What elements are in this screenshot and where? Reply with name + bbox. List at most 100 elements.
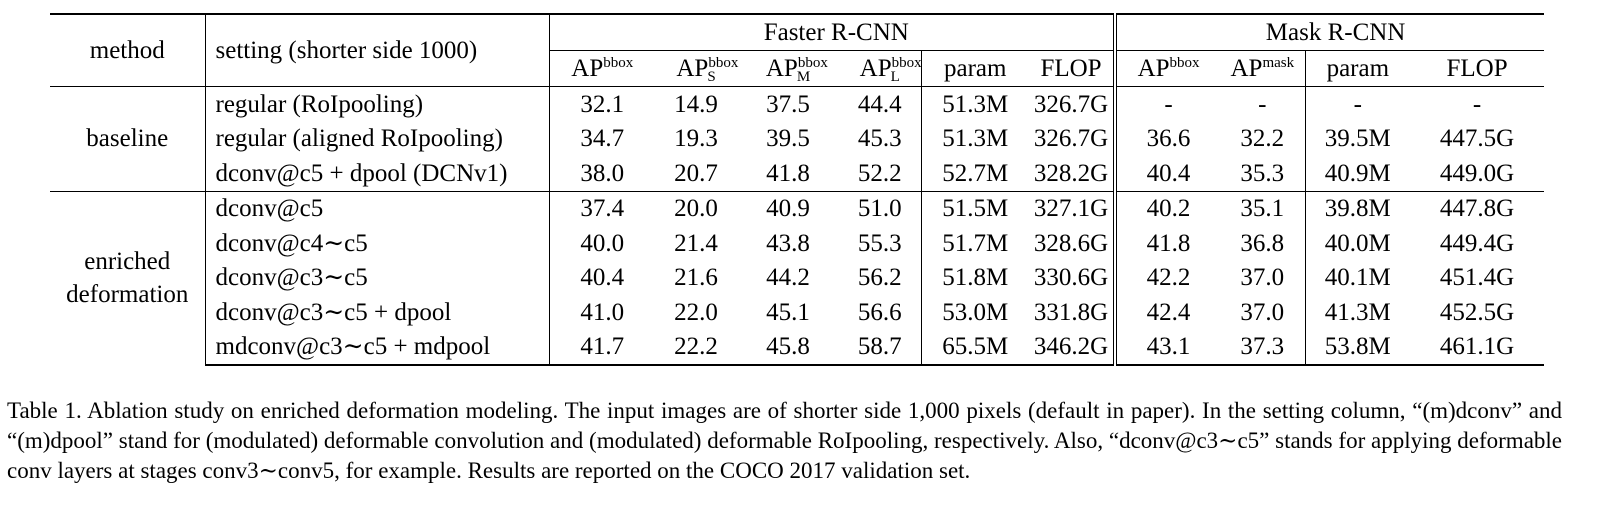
- cell: 42.2: [1113, 260, 1211, 295]
- cell: 22.0: [674, 298, 718, 326]
- cell: 51.7M: [920, 226, 1019, 261]
- cell: -: [1400, 86, 1545, 122]
- cell: 65.5M: [920, 329, 1019, 366]
- cell: 20.0: [645, 190, 737, 226]
- cell: 461.1G: [1400, 329, 1545, 366]
- cell: 41.8: [1113, 226, 1211, 261]
- cell: 38.0: [548, 156, 645, 191]
- table-caption: Table 1. Ablation study on enriched defo…: [7, 398, 1562, 483]
- cell: 45.3: [857, 125, 902, 153]
- cell: 41.0: [548, 295, 645, 330]
- row-setting: dconv@c3∼c5: [204, 260, 549, 295]
- header-row-1: method setting (shorter side 1000) Faste…: [50, 13, 1545, 87]
- cell: 43.1: [1113, 329, 1211, 366]
- cell: 51.3M: [920, 121, 1019, 156]
- cell: 32.2: [1240, 125, 1285, 153]
- mask-flop-header: FLOP: [1446, 55, 1508, 82]
- cell: -: [1210, 86, 1306, 122]
- cell: 41.3M: [1304, 295, 1401, 330]
- cell: 34.7: [548, 121, 645, 156]
- cell: 45.1: [766, 298, 810, 326]
- cell: 40.9: [737, 190, 829, 226]
- table-row: enriched deformation dconv@c5 37.4 20.0 4…: [50, 190, 1545, 365]
- cell: 40.2: [1113, 190, 1211, 226]
- table-row: dconv@c5 + dpool (DCNv1) 38.0 20.7 41.8 …: [50, 156, 1544, 191]
- cell: 327.1G: [1019, 190, 1116, 226]
- cell: 39.5M: [1304, 121, 1401, 156]
- table-row: dconv@c3∼c5 40.4 21.6 44.2 56.2 51.8M 33…: [50, 260, 1544, 295]
- cell: 32.1: [548, 86, 645, 122]
- cell: 35.1: [1210, 190, 1306, 226]
- cell: 330.6G: [1033, 264, 1109, 292]
- ap-small-header: APbboxS: [676, 55, 739, 85]
- cell: 36.6: [1113, 121, 1211, 156]
- cell: 51.0: [829, 190, 921, 226]
- row-setting: dconv@c5: [204, 190, 549, 226]
- cell: 51.3M: [920, 86, 1019, 122]
- faster-param-header: param: [920, 50, 1019, 87]
- row-setting: mdconv@c3∼c5 + mdpool: [204, 329, 549, 366]
- cell: 37.4: [548, 190, 645, 226]
- ap-medium-header: APbboxM: [765, 55, 828, 85]
- cell: 52.2: [857, 159, 902, 187]
- cell: 52.7M: [920, 156, 1019, 191]
- table-row: baseline regular (RoIpooling) 32.1 14.9 …: [50, 86, 1545, 191]
- cell: 37.3: [1210, 329, 1306, 366]
- cell: 53.0M: [920, 295, 1019, 330]
- cell: 40.9M: [1304, 156, 1401, 191]
- cell: 45.8: [737, 329, 829, 366]
- cell: 55.3: [857, 229, 902, 257]
- cell: 53.8M: [1304, 329, 1401, 366]
- cell: 21.4: [674, 229, 718, 257]
- cell: 43.8: [766, 229, 810, 257]
- cell: 40.1M: [1304, 260, 1401, 295]
- table-row: mdconv@c3∼c5 + mdpool 41.7 22.2 45.8 58.…: [50, 329, 1545, 366]
- header-row-2: APbbox APbboxS APbboxM APbboxL param FLO…: [50, 50, 1544, 87]
- table-row: dconv@c3∼c5 + dpool 41.0 22.0 45.1 56.6 …: [50, 295, 1544, 330]
- table-row: dconv@c4∼c5 40.0 21.4 43.8 55.3 51.7M 32…: [50, 226, 1544, 261]
- mask-rcnn-header: Mask R-CNN: [1113, 13, 1545, 51]
- cell: 36.8: [1240, 229, 1285, 257]
- cell: 19.3: [674, 125, 718, 153]
- ablation-table: method setting (shorter side 1000) Faste…: [50, 13, 1545, 366]
- ap-bbox-header: APbbox: [548, 50, 645, 87]
- cell: 449.0G: [1439, 159, 1515, 187]
- cell: 58.7: [829, 329, 921, 366]
- cell: 40.4: [1113, 156, 1211, 191]
- cell: 51.5M: [920, 190, 1019, 226]
- cell: 447.5G: [1439, 125, 1515, 153]
- cell: -: [1113, 86, 1211, 122]
- results-table-container: method setting (shorter side 1000) Faste…: [50, 13, 1545, 366]
- cell: 22.2: [645, 329, 737, 366]
- cell: 40.0: [548, 226, 645, 261]
- cell: 56.6: [857, 298, 902, 326]
- cell: 41.8: [766, 159, 810, 187]
- mask-ap-bbox-header: APbbox: [1113, 50, 1211, 87]
- cell: -: [1304, 86, 1401, 122]
- row-setting: dconv@c4∼c5: [204, 226, 549, 261]
- row-setting: dconv@c5 + dpool (DCNv1): [204, 156, 549, 191]
- table-row: regular (aligned RoIpooling) 34.7 19.3 3…: [50, 121, 1544, 156]
- cell: 39.5: [766, 125, 810, 153]
- setting-header: setting (shorter side 1000): [204, 13, 549, 87]
- cell: 328.2G: [1033, 159, 1109, 187]
- cell: 44.2: [766, 264, 810, 292]
- row-setting: dconv@c3∼c5 + dpool: [204, 295, 549, 330]
- row-setting: regular (RoIpooling): [204, 86, 549, 122]
- ap-large-header: APbboxL: [859, 55, 922, 85]
- cell: 42.4: [1113, 295, 1211, 330]
- method-header: method: [50, 13, 205, 87]
- cell: 39.8M: [1304, 190, 1401, 226]
- group-baseline: baseline: [50, 86, 205, 191]
- cell: 51.8M: [920, 260, 1019, 295]
- cell: 331.8G: [1033, 298, 1109, 326]
- cell: 41.7: [548, 329, 645, 366]
- cell: 14.9: [645, 86, 737, 122]
- cell: 56.2: [857, 264, 902, 292]
- cell: 452.5G: [1439, 298, 1515, 326]
- cell: 40.0M: [1304, 226, 1401, 261]
- cell: 20.7: [674, 159, 718, 187]
- cell: 328.6G: [1033, 229, 1109, 257]
- cell: 326.7G: [1033, 125, 1109, 153]
- cell: 37.5: [737, 86, 829, 122]
